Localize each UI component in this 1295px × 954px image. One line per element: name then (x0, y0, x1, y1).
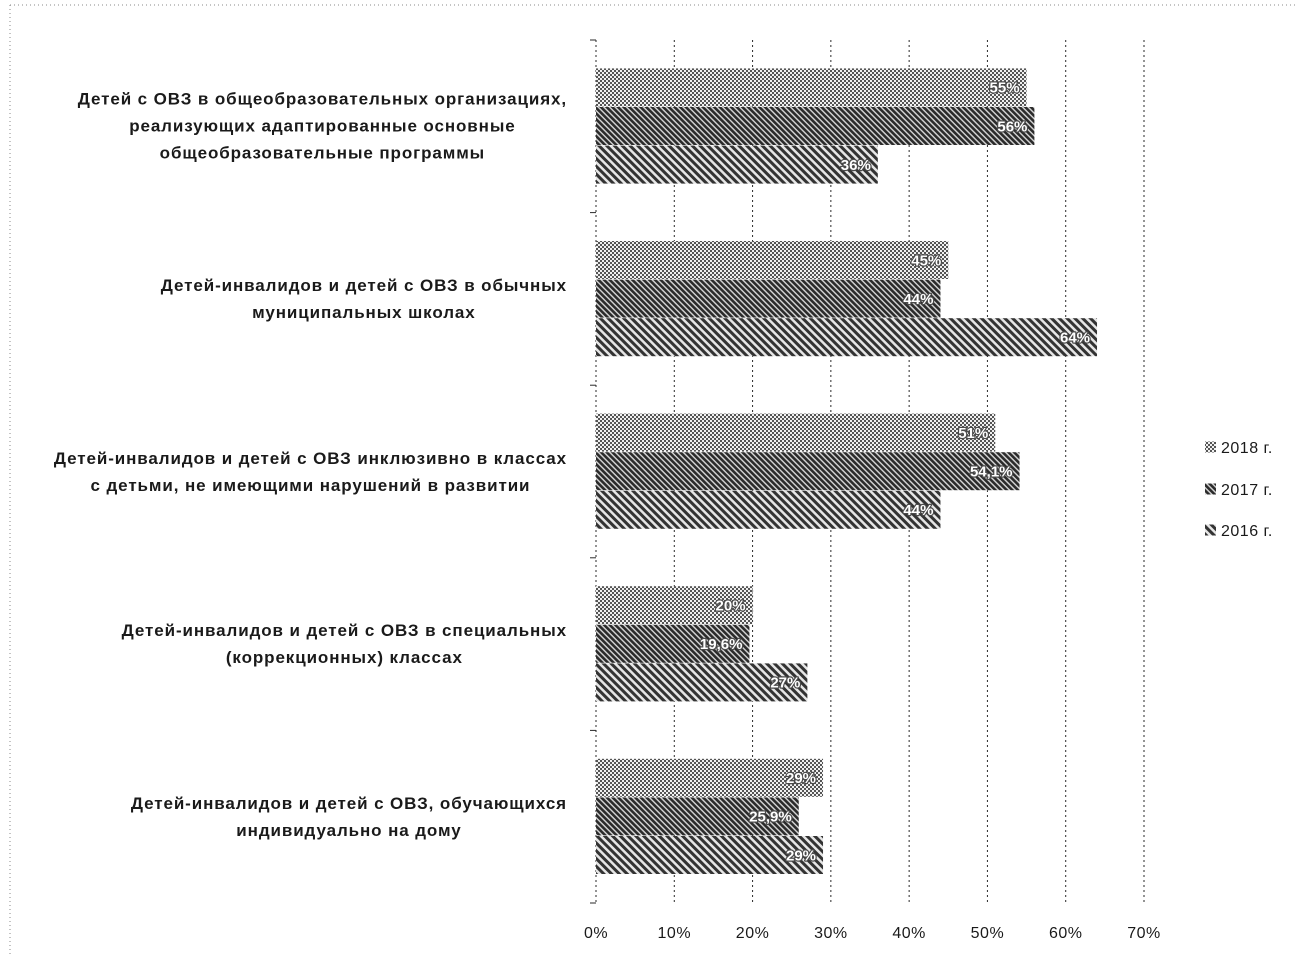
bar-series-2-category-4 (596, 836, 824, 874)
bar-series-0-category-0 (596, 68, 1027, 107)
category-label-3: Детей-инвалидов и детей с ОВЗ инклюзивно… (53, 448, 567, 495)
legend-label-2018: 2018 г. (1221, 440, 1273, 457)
bar-series-0-category-4 (596, 758, 824, 797)
x-tick-label-2: 20% (736, 925, 770, 942)
data-label-series-2-category-2: 44% (903, 502, 933, 519)
category-label-5: Детей-инвалидов и детей с ОВЗ, обучающих… (130, 793, 567, 840)
x-tick-label-1: 10% (658, 925, 692, 942)
x-tick-label-7: 70% (1127, 925, 1161, 942)
data-label-series-2-category-3: 27% (770, 675, 800, 692)
data-label-series-1-category-2: 54,1% (970, 464, 1013, 481)
data-label-series-2-category-1: 64% (1060, 330, 1090, 347)
bar-series-2-category-1 (596, 318, 1098, 357)
bar-series-1-category-0 (596, 107, 1035, 145)
data-label-series-1-category-0: 56% (997, 118, 1027, 135)
bar-series-2-category-2 (596, 490, 941, 529)
bar-series-1-category-2 (596, 452, 1020, 491)
x-tick-label-0: 0% (584, 925, 608, 942)
x-tick-label-4: 40% (892, 925, 926, 942)
x-tick-label-6: 60% (1049, 925, 1083, 942)
data-label-series-2-category-4: 29% (786, 847, 816, 864)
legend-swatch-2017 (1205, 483, 1216, 495)
legend-label-2016: 2016 г. (1221, 523, 1273, 540)
x-tick-label-3: 30% (814, 925, 848, 942)
data-label-series-0-category-3: 20% (716, 598, 746, 615)
data-label-series-0-category-4: 29% (786, 770, 816, 787)
bar-series-2-category-0 (596, 145, 878, 184)
data-label-series-0-category-0: 55% (990, 80, 1020, 97)
bar-series-0-category-1 (596, 241, 949, 279)
bar-series-0-category-3 (596, 586, 753, 625)
data-label-series-2-category-0: 36% (841, 157, 871, 174)
data-label-series-1-category-4: 25,9% (749, 809, 792, 826)
x-tick-label-5: 50% (971, 925, 1005, 942)
legend-swatch-2018 (1205, 441, 1216, 453)
bar-series-1-category-4 (596, 797, 799, 836)
data-label-series-1-category-1: 44% (903, 291, 933, 308)
data-label-series-0-category-1: 45% (911, 252, 941, 269)
bars (596, 68, 1098, 874)
data-label-series-1-category-3: 19,6% (700, 636, 743, 653)
legend-item-2018: 2018 г. (1205, 440, 1273, 457)
bar-series-1-category-3 (596, 624, 750, 663)
x-axis-tick-labels: 0% 10% 20% 30% 40% 50% 60% 70% (584, 925, 1161, 942)
bar-series-1-category-1 (596, 279, 941, 318)
legend-label-2017: 2017 г. (1221, 482, 1273, 499)
bar-series-2-category-3 (596, 663, 808, 702)
legend-item-2016: 2016 г. (1205, 523, 1273, 540)
legend-item-2017: 2017 г. (1205, 482, 1273, 499)
legend: 2018 г. 2017 г. 2016 г. (1205, 440, 1273, 540)
data-label-series-0-category-2: 51% (958, 425, 988, 442)
data-labels: 55% 56% 36% 45% 44% 64% 51% 54,1% 44% 20% 19,6% 27%… (699, 78, 1092, 865)
category-label-1: Детей с ОВЗ в общеобразовательных органи… (77, 89, 567, 163)
legend-swatch-2016 (1205, 524, 1216, 536)
bar-series-0-category-2 (596, 413, 996, 452)
category-label-4: Детей-инвалидов и детей с ОВЗ в специаль… (121, 621, 567, 668)
category-label-2: Детей-инвалидов и детей с ОВЗ в обычных … (160, 275, 567, 322)
